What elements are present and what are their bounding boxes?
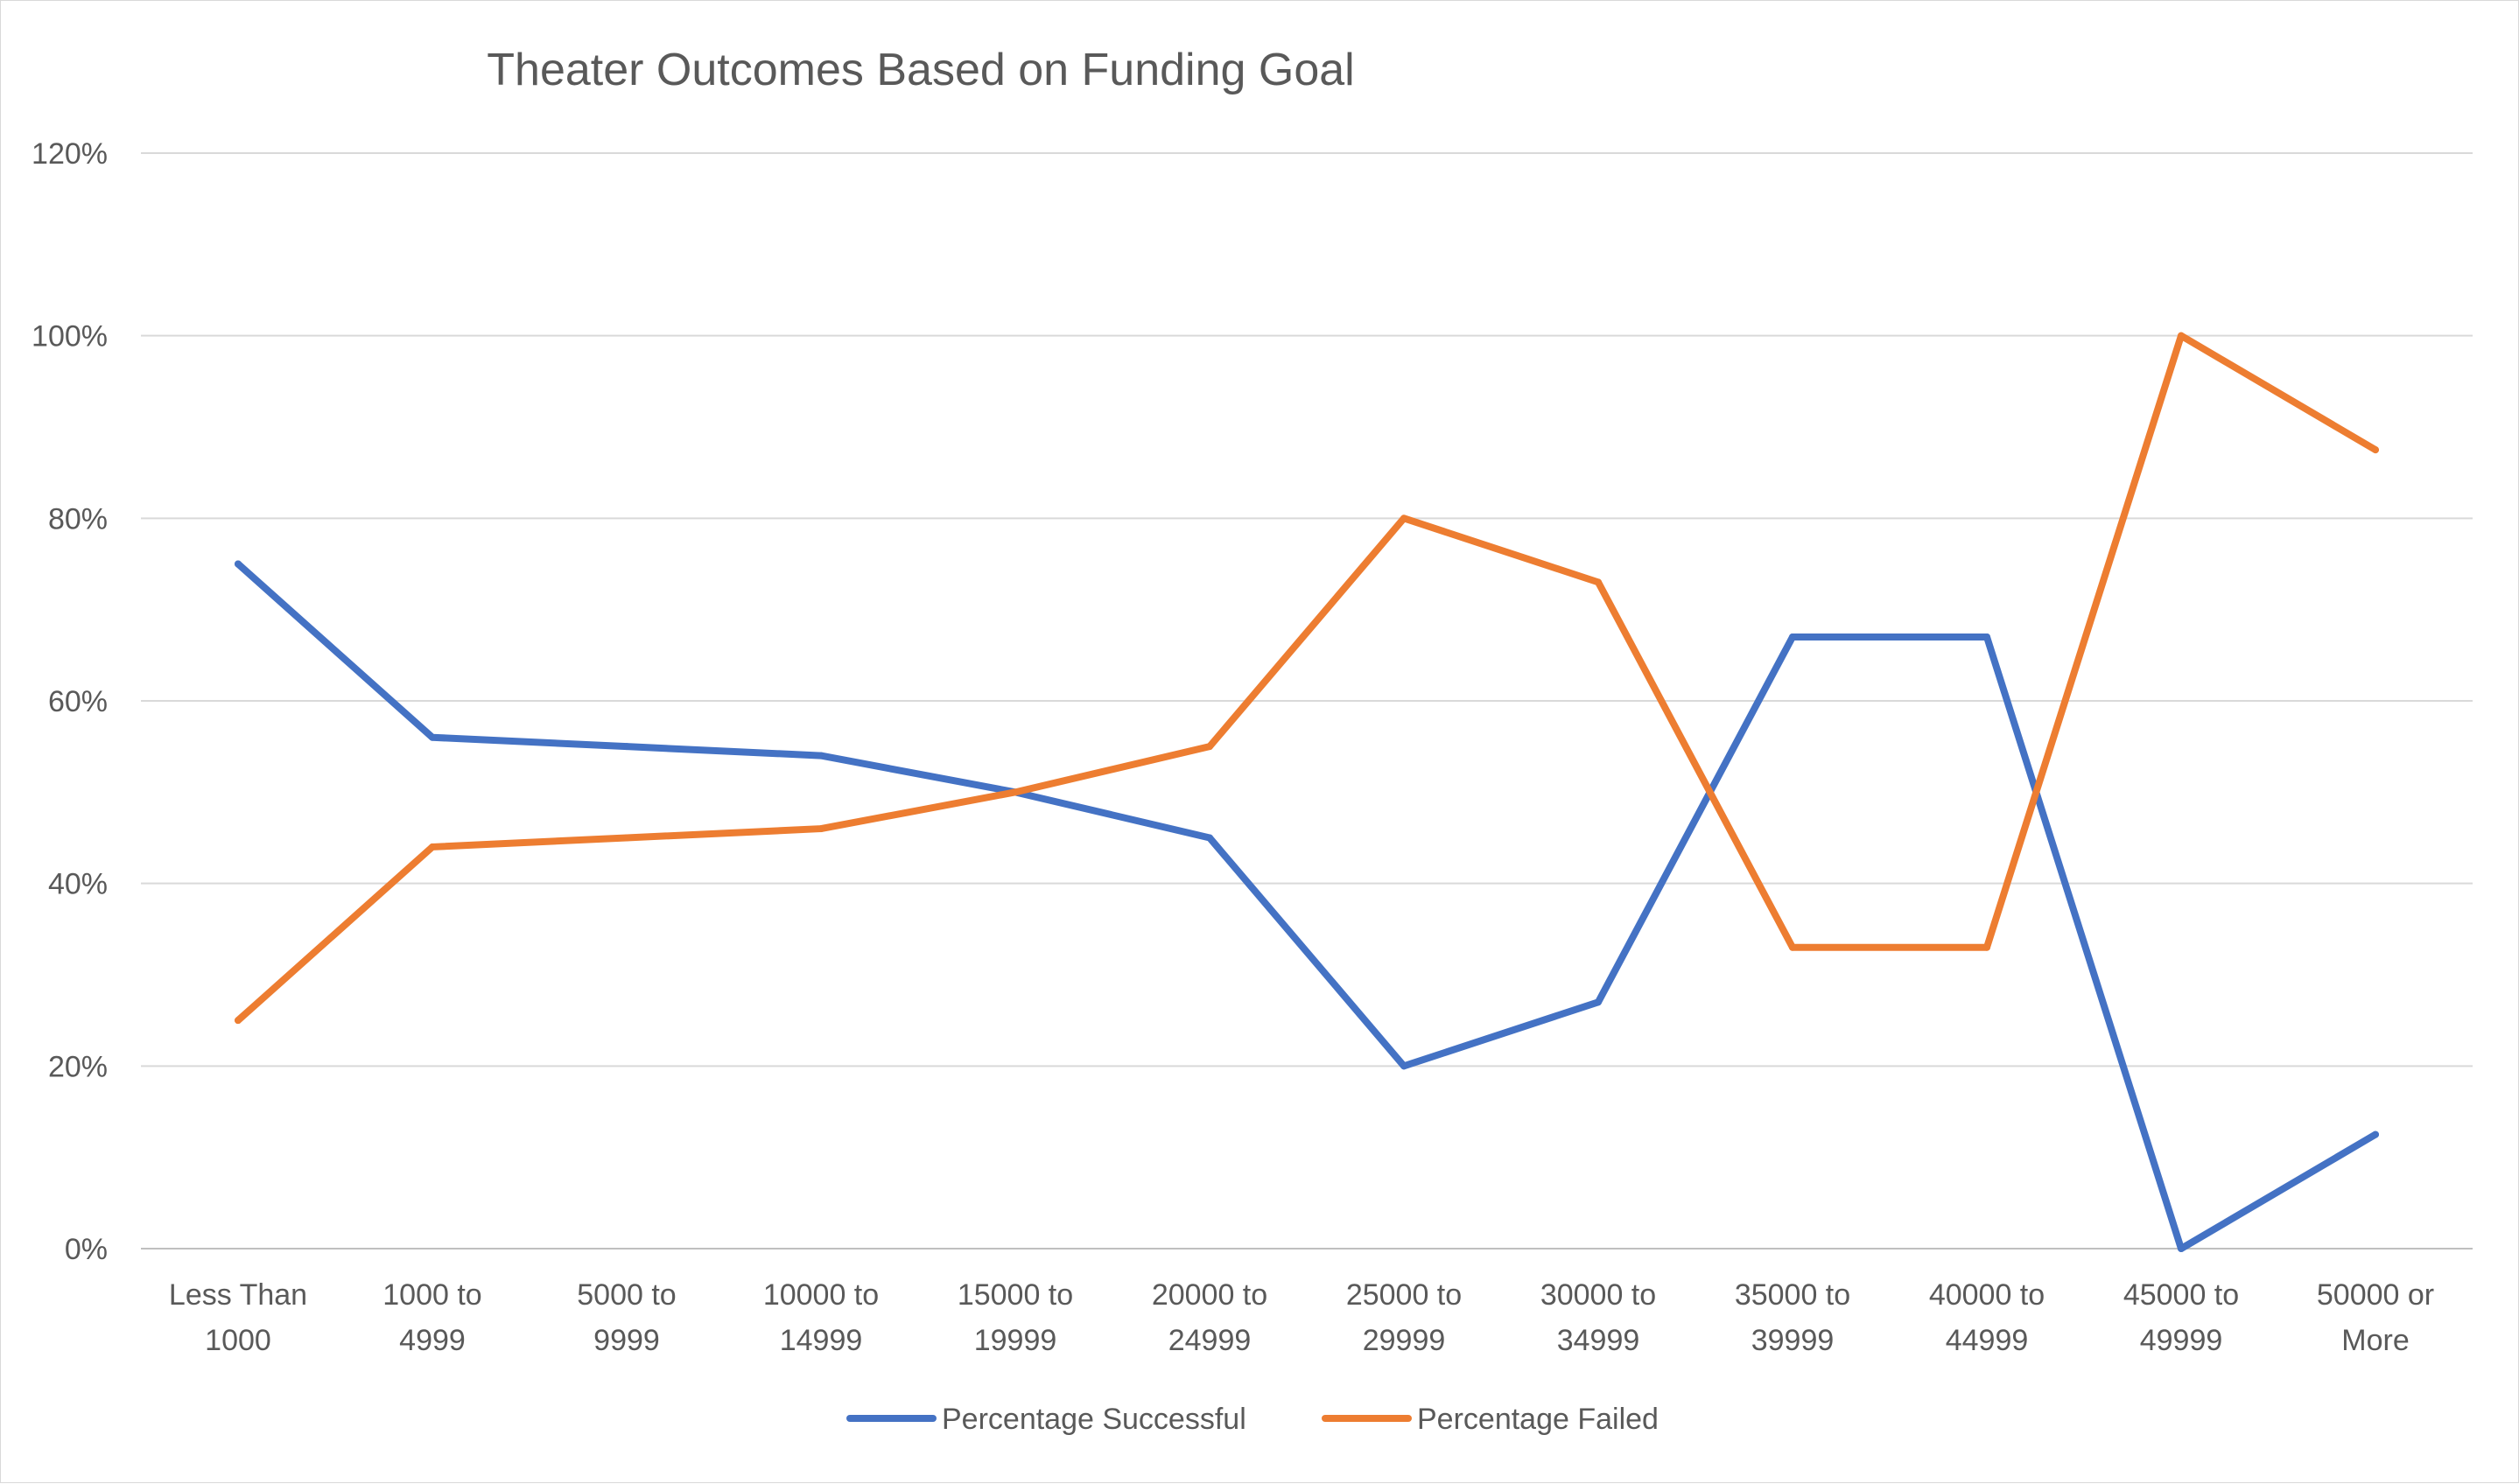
data-point [235,1017,242,1025]
data-point [1400,514,1407,522]
series-line-successful [235,560,2379,1252]
y-tick-label: 20% [48,1050,108,1083]
x-tick-label: 45000 to 49999 [2123,1278,2239,1357]
data-point [429,733,436,741]
data-point [1206,743,1213,751]
x-tick-label: 35000 to 39999 [1735,1278,1850,1357]
x-tick-label: 5000 to 9999 [577,1278,676,1357]
x-tick-label: 50000 or More [2317,1278,2434,1357]
data-point [623,743,630,751]
y-tick-label: 120% [32,137,108,171]
data-point [429,843,436,850]
data-point [2178,332,2185,340]
y-tick-label: 80% [48,502,108,536]
data-point [1400,1062,1407,1070]
y-tick-label: 40% [48,868,108,901]
x-tick-label: Less Than 1000 [169,1278,307,1357]
legend: Percentage Successful Percentage Failed [846,1403,1659,1436]
x-tick-label: 40000 to 44999 [1929,1278,2045,1357]
y-tick-label: 0% [65,1233,108,1266]
y-tick-label: 60% [48,685,108,718]
x-tick-label: 10000 to 14999 [763,1278,879,1357]
x-tick-label: 15000 to 19999 [958,1278,1073,1357]
x-tick-label: 1000 to 4999 [382,1278,481,1357]
data-point [817,825,824,833]
y-tick-label: 100% [32,320,108,354]
x-tick-label: 25000 to 29999 [1346,1278,1462,1357]
data-point [817,752,824,760]
legend-label: Percentage Successful [942,1403,1246,1436]
data-point [235,560,242,568]
data-point [2372,446,2379,454]
data-point [1595,578,1602,586]
data-point [1789,633,1796,640]
data-point [2372,1130,2379,1138]
gridlines [141,152,2473,1250]
data-point [1983,943,1990,951]
data-point [1595,998,1602,1006]
data-point [1983,633,1990,640]
data-point [1012,788,1019,796]
series-lines [235,332,2379,1252]
chart-title: Theater Outcomes Based on Funding Goal [487,45,1354,95]
x-tick-label: 20000 to 24999 [1152,1278,1267,1357]
data-point [623,834,630,842]
data-point [1206,834,1213,842]
y-axis-ticks: 0% 20% 40% 60% 80% 100% 120% [32,137,108,1266]
legend-label: Percentage Failed [1417,1403,1659,1436]
x-tick-label: 30000 to 34999 [1540,1278,1656,1357]
data-point [2178,1245,2185,1252]
x-axis-ticks: Less Than 1000 1000 to 4999 5000 to 9999 10000… [169,1278,2434,1357]
series-line-failed [235,332,2379,1025]
data-point [1789,943,1796,951]
